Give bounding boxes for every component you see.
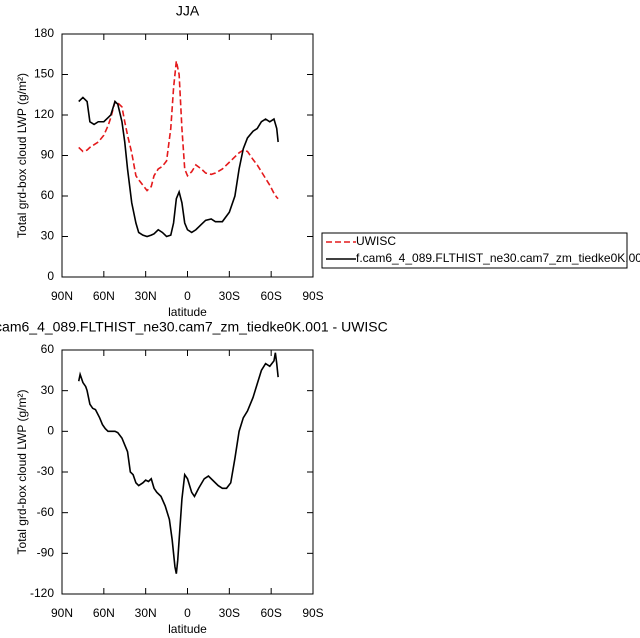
x-tick-label: 60N — [93, 606, 115, 620]
y-tick-label: 30 — [41, 229, 55, 243]
chart-title: JJA — [176, 3, 200, 19]
x-tick-label: 90S — [302, 606, 323, 620]
x-tick-label: 90S — [302, 289, 323, 303]
x-tick-label: 60S — [260, 289, 281, 303]
x-tick-label: 0 — [184, 289, 191, 303]
x-tick-label: 0 — [184, 606, 191, 620]
x-tick-label: 90N — [51, 606, 73, 620]
y-tick-label: 60 — [41, 342, 55, 356]
legend-label: UWISC — [356, 234, 396, 248]
y-tick-label: 180 — [34, 26, 54, 40]
y-axis-label: Total grd-box cloud LWP (g/m²) — [15, 73, 29, 238]
x-tick-label: 30N — [135, 606, 157, 620]
y-tick-label: 90 — [41, 148, 55, 162]
x-axis-label: latitude — [168, 622, 207, 636]
y-tick-label: -30 — [37, 464, 55, 478]
y-tick-label: 30 — [41, 383, 55, 397]
legend-box — [321, 232, 628, 269]
x-tick-label: 30S — [219, 289, 240, 303]
x-tick-label: 30S — [219, 606, 240, 620]
x-tick-label: 90N — [51, 289, 73, 303]
x-axis-label: latitude — [168, 305, 207, 319]
y-tick-label: -120 — [30, 586, 54, 600]
x-tick-label: 60N — [93, 289, 115, 303]
y-tick-label: 60 — [41, 188, 55, 202]
y-tick-label: 150 — [34, 67, 54, 81]
data-line — [77, 352, 279, 574]
y-tick-label: -60 — [37, 505, 55, 519]
chart-title: f.cam6_4_089.FLTHIST_ne30.cam7_zm_tiedke… — [0, 319, 388, 335]
y-tick-label: -90 — [37, 546, 55, 560]
y-tick-label: 120 — [34, 107, 54, 121]
y-tick-label: 0 — [47, 269, 54, 283]
y-axis-label: Total grd-box cloud LWP (g/m²) — [15, 390, 29, 555]
plot-frame — [61, 349, 314, 595]
data-line — [78, 96, 279, 238]
plot-frame — [61, 33, 314, 278]
x-tick-label: 60S — [260, 606, 281, 620]
y-tick-label: 0 — [47, 424, 54, 438]
x-tick-label: 30N — [135, 289, 157, 303]
legend-label: f.cam6_4_089.FLTHIST_ne30.cam7_zm_tiedke… — [356, 251, 640, 265]
data-line — [78, 60, 279, 200]
